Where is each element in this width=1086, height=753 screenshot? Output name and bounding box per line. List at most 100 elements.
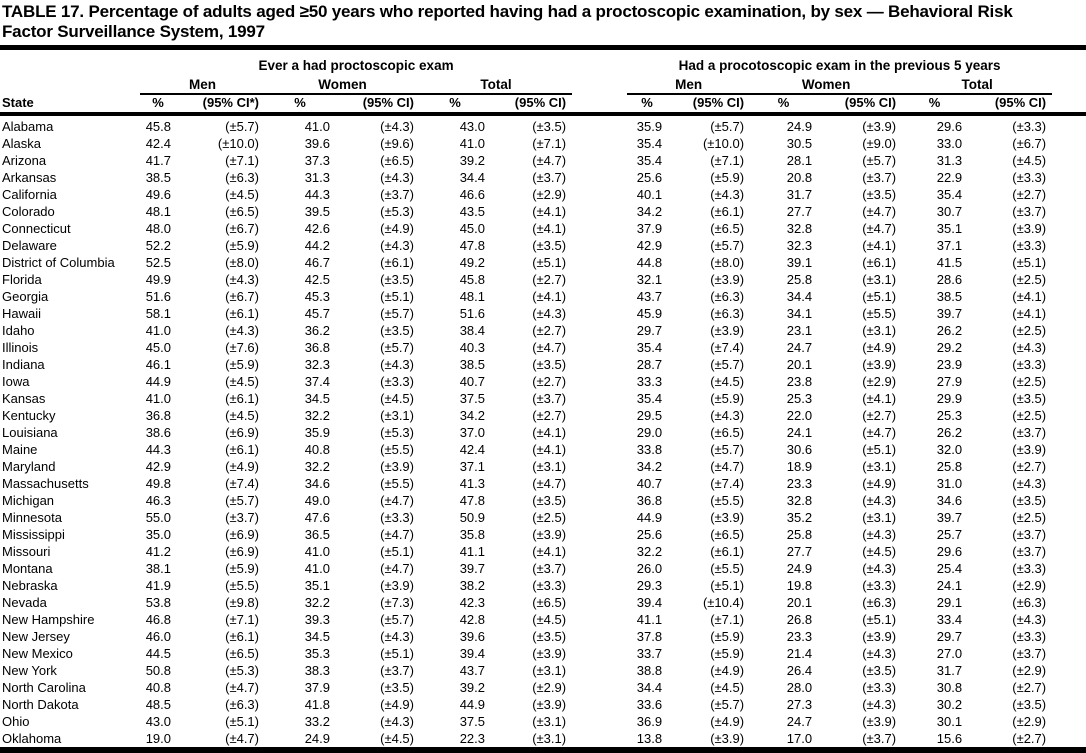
group-gap bbox=[572, 441, 627, 458]
ci-cell: (±4.3) bbox=[380, 238, 414, 253]
percent-cell: 45.3 bbox=[304, 289, 330, 304]
ci-cell: (±3.3) bbox=[1012, 561, 1047, 576]
ci-cell: (±5.7) bbox=[710, 697, 745, 712]
percent-cell: 38.5 bbox=[145, 170, 171, 185]
percent-cell: 35.4 bbox=[936, 187, 963, 202]
percent-cell: 17.0 bbox=[786, 731, 813, 746]
percent-cell: 36.2 bbox=[304, 323, 330, 338]
state-cell: Connecticut bbox=[2, 221, 71, 236]
table-title: TABLE 17. Percentage of adults aged ≥50 … bbox=[0, 0, 1086, 41]
ci-cell: (±9.6) bbox=[380, 136, 414, 151]
ci-cell: (±4.7) bbox=[225, 680, 259, 695]
ci-header-women-recent: (95% CI) bbox=[817, 94, 903, 116]
percent-cell: 39.7 bbox=[936, 510, 963, 525]
table-row: Nevada 53.8 (±9.8) 32.2 (±7.3) 42.3 (±6.5) 39.4… bbox=[0, 594, 1086, 611]
ci-cell: (±5.9) bbox=[710, 646, 745, 661]
percent-cell: 34.4 bbox=[786, 289, 813, 304]
right-margin-spacer bbox=[1052, 50, 1086, 74]
ci-cell: (±4.5) bbox=[380, 731, 414, 746]
ci-cell: (±5.9) bbox=[225, 357, 259, 372]
group-gap bbox=[572, 94, 628, 116]
ci-cell: (±5.1) bbox=[710, 578, 745, 593]
ci-cell: (±3.9) bbox=[1012, 221, 1047, 236]
percent-cell: 49.2 bbox=[459, 255, 485, 270]
percent-cell: 39.3 bbox=[304, 612, 330, 627]
percent-cell: 20.8 bbox=[786, 170, 813, 185]
ci-cell: (±5.9) bbox=[710, 170, 745, 185]
ci-cell: (±5.1) bbox=[862, 289, 897, 304]
state-cell: Massachusetts bbox=[2, 476, 89, 491]
percent-cell: 42.5 bbox=[304, 272, 330, 287]
ci-cell: (±6.5) bbox=[710, 425, 745, 440]
right-margin-spacer bbox=[1052, 271, 1086, 288]
group-gap bbox=[572, 50, 627, 74]
ci-cell: (±2.9) bbox=[532, 187, 567, 202]
ci-cell: (±2.7) bbox=[1012, 459, 1047, 474]
ci-cell: (±3.3) bbox=[862, 680, 897, 695]
percent-cell: 35.0 bbox=[145, 527, 171, 542]
percent-cell: 29.7 bbox=[936, 629, 963, 644]
right-margin-spacer bbox=[1052, 730, 1086, 747]
ci-cell: (±4.5) bbox=[532, 612, 567, 627]
percent-cell: 41.7 bbox=[145, 153, 171, 168]
ci-cell: (±2.5) bbox=[532, 510, 567, 525]
ci-cell: (±3.5) bbox=[532, 238, 567, 253]
right-margin-spacer bbox=[1052, 74, 1086, 94]
table-row: Mississippi 35.0 (±6.9) 36.5 (±4.7) 35.8 (±3.9… bbox=[0, 526, 1086, 543]
ci-cell: (±3.9) bbox=[380, 578, 414, 593]
ci-cell: (±3.7) bbox=[1012, 425, 1047, 440]
state-cell: New Mexico bbox=[2, 646, 73, 661]
ci-cell: (±4.7) bbox=[862, 221, 897, 236]
percent-cell: 25.4 bbox=[936, 561, 963, 576]
ci-cell: (±7.4) bbox=[710, 476, 745, 491]
ci-cell: (±5.3) bbox=[225, 663, 259, 678]
state-cell: Hawaii bbox=[2, 306, 42, 321]
ci-cell: (±4.3) bbox=[380, 714, 414, 729]
ci-cell: (±5.7) bbox=[710, 238, 745, 253]
group-gap bbox=[572, 390, 627, 407]
percent-cell: 58.1 bbox=[145, 306, 171, 321]
right-margin-spacer bbox=[1052, 628, 1086, 645]
percent-cell: 44.8 bbox=[636, 255, 663, 270]
ci-cell: (±4.7) bbox=[532, 153, 567, 168]
state-cell: Minnesota bbox=[2, 510, 62, 525]
percent-cell: 31.7 bbox=[936, 663, 963, 678]
right-margin-spacer bbox=[1052, 560, 1086, 577]
ci-cell: (±5.1) bbox=[380, 646, 414, 661]
percent-cell: 23.9 bbox=[936, 357, 963, 372]
percent-cell: 41.2 bbox=[145, 544, 171, 559]
table-row: Georgia 51.6 (±6.7) 45.3 (±5.1) 48.1 (±4.1) 43.… bbox=[0, 288, 1086, 305]
percent-cell: 39.1 bbox=[786, 255, 813, 270]
ci-cell: (±5.9) bbox=[710, 629, 745, 644]
ci-cell: (±5.7) bbox=[225, 119, 259, 134]
group-gap bbox=[572, 356, 627, 373]
ci-cell: (±4.3) bbox=[862, 697, 897, 712]
percent-cell: 32.2 bbox=[304, 595, 330, 610]
ci-cell: (±2.7) bbox=[862, 408, 897, 423]
state-cell: District of Columbia bbox=[2, 255, 115, 270]
group-gap bbox=[572, 475, 627, 492]
ci-cell: (±5.9) bbox=[225, 561, 259, 576]
percent-cell: 44.9 bbox=[636, 510, 663, 525]
percent-cell: 34.4 bbox=[459, 170, 485, 185]
ci-cell: (±4.3) bbox=[225, 323, 259, 338]
group-gap bbox=[572, 322, 627, 339]
percent-cell: 45.0 bbox=[145, 340, 171, 355]
ci-cell: (±7.4) bbox=[710, 340, 745, 355]
ci-cell: (±6.9) bbox=[225, 425, 259, 440]
percent-cell: 34.2 bbox=[636, 459, 663, 474]
table-row: Illinois 45.0 (±7.6) 36.8 (±5.7) 40.3 (±4.7) 35… bbox=[0, 339, 1086, 356]
ci-cell: (±7.3) bbox=[380, 595, 414, 610]
ci-cell: (±3.5) bbox=[862, 663, 897, 678]
table-row: Ohio 43.0 (±5.1) 33.2 (±4.3) 37.5 (±3.1) 36.9 (±… bbox=[0, 713, 1086, 730]
percent-cell: 49.6 bbox=[145, 187, 171, 202]
percent-cell: 33.0 bbox=[936, 136, 963, 151]
ci-cell: (±7.1) bbox=[710, 612, 745, 627]
ci-cell: (±3.5) bbox=[1012, 493, 1047, 508]
percent-cell: 27.7 bbox=[786, 544, 813, 559]
percent-cell: 25.6 bbox=[636, 527, 663, 542]
percent-cell: 30.8 bbox=[936, 680, 963, 695]
ci-cell: (±3.7) bbox=[380, 663, 414, 678]
percent-cell: 49.0 bbox=[304, 493, 330, 508]
right-margin-spacer bbox=[1052, 696, 1086, 713]
